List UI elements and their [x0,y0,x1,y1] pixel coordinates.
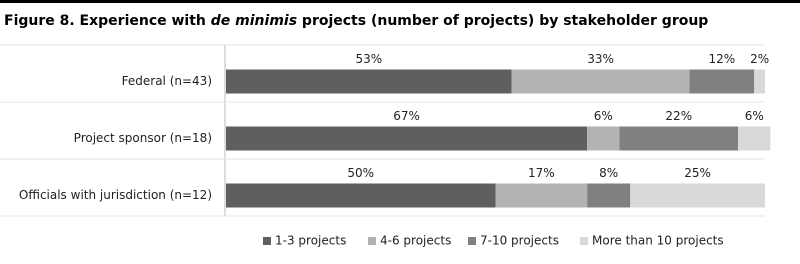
value-label: 12% [709,52,736,66]
bar-segment [754,69,765,94]
legend-label: 7-10 projects [480,234,559,248]
bar-segment [226,183,496,208]
legend-label: 4-6 projects [380,234,451,248]
bar-segment [511,69,690,94]
category-label: Project sponsor (n=18) [74,131,212,145]
value-label: 6% [745,109,764,123]
chart-title: Figure 8. Experience with de minimis pro… [4,13,708,29]
legend-swatch [368,237,376,245]
value-label: 17% [528,166,555,180]
bar-segment [495,183,588,208]
title-part: projects (number of projects) by stakeho… [297,13,708,29]
title-part: Figure 8. Experience with [4,13,211,29]
value-label: 53% [355,52,382,66]
value-label: 33% [587,52,614,66]
value-label: 8% [599,166,618,180]
legend-label: More than 10 projects [592,234,724,248]
bar-segment [630,183,765,208]
bar-segment [738,126,771,151]
category-label: Officials with jurisdiction (n=12) [19,188,212,202]
bar-segment [689,69,755,94]
value-label: 2% [750,52,769,66]
legend-swatch [580,237,588,245]
legend-label: 1-3 projects [275,234,346,248]
bar-segment [587,183,631,208]
value-label: 6% [594,109,613,123]
bar-segment [619,126,739,151]
top-rule [0,0,800,3]
title-part: de minimis [211,13,297,29]
category-label: Federal (n=43) [122,74,212,88]
legend-swatch [263,237,271,245]
bar-segment [226,69,512,94]
value-label: 67% [393,109,420,123]
value-label: 50% [347,166,374,180]
legend-swatch [468,237,476,245]
bar-segment [587,126,620,151]
value-label: 22% [665,109,692,123]
value-label: 25% [684,166,711,180]
bar-segment [226,126,588,151]
